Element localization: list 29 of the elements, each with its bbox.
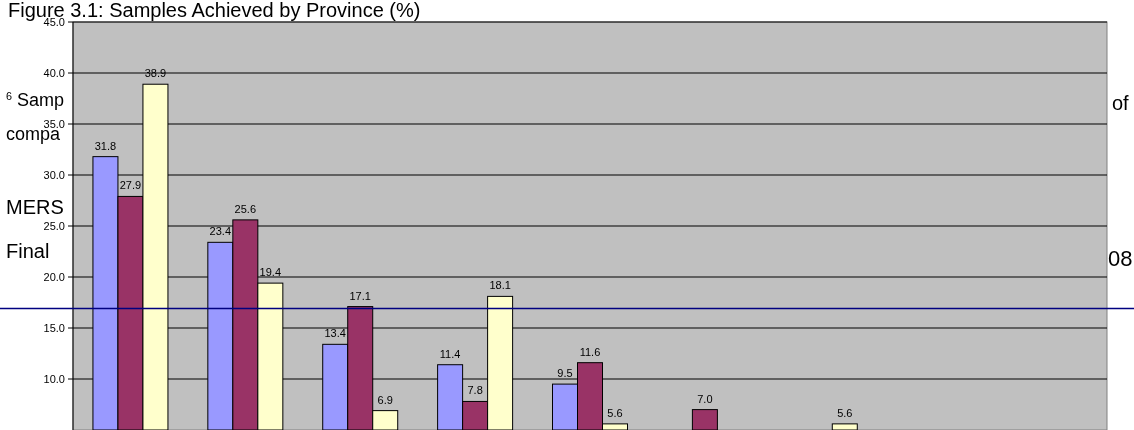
data-label: 27.9 [119,179,142,192]
data-label: 13.4 [324,327,346,340]
data-label: 7.0 [697,392,713,405]
data-label: 18.1 [489,279,511,292]
data-label: 17.1 [349,289,371,302]
data-label: 19.4 [259,266,282,279]
y-tick-label: 10.0 [43,372,65,385]
data-label: 38.9 [144,67,167,80]
data-label: 9.5 [557,367,573,380]
data-label: 5.6 [837,406,853,419]
y-tick-label: 25.0 [43,219,65,232]
y-tick-label: 20.0 [43,270,65,283]
data-label: 11.6 [579,345,601,358]
data-label: 31.8 [94,139,117,152]
text: $^{6}$ Samp [6,90,65,110]
data-label: 25.6 [234,202,257,215]
y-tick-label: 15.0 [43,321,65,334]
y-tick-label: 40.0 [43,66,65,79]
text: of [1112,92,1130,114]
data-label: 11.4 [439,347,461,360]
data-label: 7.8 [467,384,483,397]
data-label: 23.4 [209,225,232,238]
text: Final [6,240,50,262]
y-tick-label: 35.0 [43,117,65,130]
text: 08 [1108,246,1133,271]
data-label: 5.6 [607,406,623,419]
y-tick-label: 30.0 [43,168,65,181]
data-label: 6.9 [377,393,393,406]
text: MERS [6,196,64,218]
